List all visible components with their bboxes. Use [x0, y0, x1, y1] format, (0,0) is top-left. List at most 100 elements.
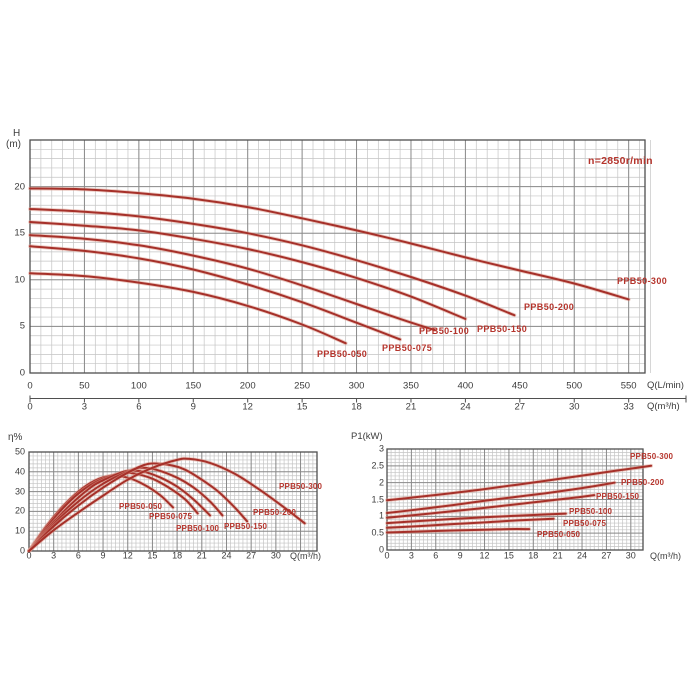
power-y-tick-3: 3	[378, 443, 384, 454]
power-y-tick-2: 2	[378, 477, 384, 488]
head-x-tick-450: 450	[511, 380, 528, 392]
main-y-axis-title: H	[13, 128, 21, 139]
chart-eff	[27, 451, 318, 553]
head-x2-tick-15: 15	[296, 401, 308, 413]
eff-y-tick-40: 40	[14, 466, 25, 477]
head-x2-tick-33: 33	[623, 401, 634, 413]
head-x2-tick-30: 30	[568, 401, 580, 413]
curve-head-PPB50-100	[29, 234, 436, 332]
eff-x-tick-24: 24	[221, 550, 232, 561]
power-x-tick-18: 18	[528, 550, 539, 561]
power-curve-label-PPB50-100: PPB50-100	[569, 507, 613, 516]
power-y-tick-1: 1	[378, 510, 384, 521]
eff-x-tick-12: 12	[122, 550, 133, 561]
main-x2-axis-title: Q(m³/h)	[647, 401, 680, 412]
head-x-tick-300: 300	[348, 380, 365, 392]
head-curve-label-PPB50-050: PPB50-050	[317, 349, 368, 359]
eff-y-tick-50: 50	[14, 446, 25, 457]
power-x-tick-9: 9	[457, 550, 463, 561]
head-x-tick-200: 200	[239, 380, 256, 392]
curve-halo-head-PPB50-200	[28, 207, 517, 318]
curve-power-PPB50-300	[386, 464, 653, 502]
power-curve-label-PPB50-075: PPB50-075	[563, 519, 607, 528]
power-curve-label-PPB50-050: PPB50-050	[537, 530, 581, 539]
head-x-tick-400: 400	[457, 380, 474, 392]
eff-curve-label-PPB50-200: PPB50-200	[253, 508, 297, 517]
eff-curve-label-PPB50-300: PPB50-300	[279, 482, 323, 491]
curve-power-PPB50-100	[386, 512, 567, 525]
head-y-tick-20: 20	[14, 180, 25, 192]
eff-curve-label-PPB50-075: PPB50-075	[149, 512, 193, 521]
head-x2-tick-12: 12	[242, 401, 253, 413]
head-x2-tick-0: 0	[27, 401, 33, 413]
eff-y-tick-10: 10	[14, 525, 25, 536]
head-curve-label-PPB50-150: PPB50-150	[477, 324, 528, 334]
chart-head	[28, 139, 687, 403]
eff-x-tick-9: 9	[100, 550, 106, 561]
efficiency-x-axis-title: Q(m³/h)	[290, 551, 321, 561]
curve-power-PPB50-200	[386, 481, 616, 514]
power-curve-label-PPB50-150: PPB50-150	[596, 492, 640, 501]
power-y-tick-2.5: 2.5	[371, 460, 384, 471]
curve-head-PPB50-050	[29, 272, 347, 345]
power-x-tick-30: 30	[625, 550, 636, 561]
head-y-tick-0: 0	[19, 367, 25, 379]
eff-x-tick-21: 21	[196, 550, 207, 561]
power-y-axis-title: P1(kW)	[351, 431, 383, 442]
eff-x-tick-15: 15	[147, 550, 158, 561]
eff-x-tick-18: 18	[172, 550, 183, 561]
power-x-tick-21: 21	[552, 550, 563, 561]
head-x-tick-150: 150	[185, 380, 202, 392]
eff-x-tick-0: 0	[26, 550, 32, 561]
head-x-tick-100: 100	[130, 380, 147, 392]
head-x-tick-250: 250	[294, 380, 311, 392]
curve-head-PPB50-200	[29, 208, 516, 317]
head-x2-tick-9: 9	[190, 401, 196, 413]
power-x-tick-12: 12	[479, 550, 490, 561]
power-y-tick-0: 0	[378, 544, 384, 555]
curve-head-PPB50-075	[29, 245, 402, 341]
chart-power	[385, 448, 653, 551]
head-x2-tick-3: 3	[81, 401, 88, 413]
curve-eff-PPB50-100	[28, 469, 211, 552]
curve-power-PPB50-050	[386, 528, 531, 534]
head-x2-tick-24: 24	[460, 401, 471, 413]
rpm-annotation: n=2850r/min	[588, 155, 653, 167]
head-x2-tick-21: 21	[405, 401, 417, 413]
main-x-axis-title: Q(L/min)	[647, 380, 684, 391]
eff-y-tick-30: 30	[14, 486, 25, 497]
head-y-tick-10: 10	[14, 274, 25, 286]
head-x-tick-350: 350	[403, 380, 419, 392]
power-x-tick-6: 6	[433, 550, 439, 561]
head-x2-tick-18: 18	[351, 401, 362, 413]
power-y-tick-1.5: 1.5	[371, 494, 384, 504]
head-y-tick-15: 15	[14, 227, 25, 239]
eff-x-tick-6: 6	[75, 550, 81, 561]
eff-y-tick-20: 20	[14, 505, 25, 516]
curve-eff-PPB50-300	[28, 457, 306, 552]
head-x-tick-50: 50	[79, 380, 90, 392]
eff-y-tick-0: 0	[19, 545, 25, 556]
head-x2-tick-6: 6	[136, 401, 142, 413]
eff-x-tick-27: 27	[246, 550, 257, 561]
head-x2-tick-27: 27	[514, 401, 526, 413]
curve-power-PPB50-075	[386, 517, 555, 529]
power-x-tick-0: 0	[384, 550, 390, 561]
head-x-tick-500: 500	[566, 380, 583, 392]
power-x-tick-15: 15	[503, 550, 514, 561]
efficiency-y-axis-title: η%	[8, 432, 23, 443]
eff-x-tick-3: 3	[51, 550, 57, 561]
curve-head-PPB50-150	[29, 221, 467, 320]
power-curve-label-PPB50-300: PPB50-300	[630, 452, 674, 461]
head-y-tick-5: 5	[19, 320, 25, 332]
power-x-tick-24: 24	[577, 550, 588, 561]
power-y-tick-0.5: 0.5	[371, 527, 384, 538]
head-curve-label-PPB50-075: PPB50-075	[382, 343, 433, 353]
head-curve-label-PPB50-100: PPB50-100	[419, 326, 470, 336]
head-curve-label-PPB50-300: PPB50-300	[617, 276, 668, 286]
eff-x-tick-30: 30	[270, 550, 281, 561]
power-x-tick-3: 3	[408, 550, 414, 561]
main-y-axis-unit: (m)	[6, 139, 21, 150]
